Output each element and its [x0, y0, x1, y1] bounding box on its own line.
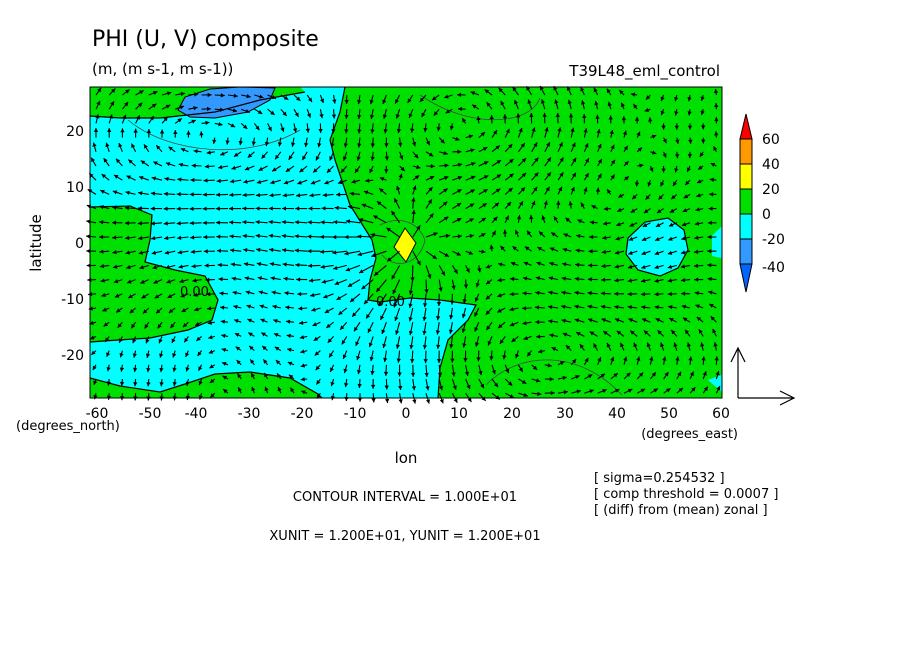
wind-vector-head: [146, 396, 150, 400]
colorbar: 60 40 20 0 -20 -40: [740, 114, 785, 292]
wind-vector-head: [371, 398, 375, 402]
reference-vector-y: [731, 348, 745, 398]
wind-vector-head: [87, 278, 91, 282]
chart-subtitle: (m, (m s-1, m s-1)): [92, 60, 233, 78]
contour-label-left: 0.00: [180, 285, 209, 300]
chart-title: PHI (U, V) composite: [92, 27, 319, 52]
x-tick-label: 10: [450, 406, 468, 422]
colorbar-label: 20: [762, 182, 780, 198]
x-tick-label: 40: [608, 406, 626, 422]
x-tick-label: 50: [660, 406, 678, 422]
x-tick-label: -20: [291, 406, 314, 422]
x-tick-label: -40: [185, 406, 208, 422]
run-label: T39L48_eml_control: [568, 62, 720, 81]
colorbar-band: [740, 189, 752, 214]
y-axis: -20 -10 0 10 20: [61, 124, 84, 364]
x-tick-label: 30: [556, 406, 574, 422]
y-axis-label: latitude: [27, 214, 45, 272]
reference-vector-x: [738, 391, 794, 405]
colorbar-band: [740, 239, 752, 264]
reference-vector: [731, 348, 794, 405]
colorbar-label: 0: [762, 207, 771, 223]
y-tick-label: 0: [75, 236, 84, 252]
x-tick-label: 20: [503, 406, 521, 422]
wind-vector-head: [412, 399, 416, 403]
x-axis: -60 -50 -40 -30 -20 -10 0 10 20 30 40 50…: [86, 406, 730, 422]
y-tick-label: -10: [61, 292, 84, 308]
colorbar-bottom-arrow: [740, 264, 752, 292]
x-tick-label: 60: [712, 406, 730, 422]
colorbar-label: 40: [762, 157, 780, 173]
x-tick-label: -50: [139, 406, 162, 422]
note-threshold: [ comp threshold = 0.0007 ]: [594, 487, 778, 502]
y-tick-label: -20: [61, 348, 84, 364]
note-diff: [ (diff) from (mean) zonal ]: [594, 503, 768, 518]
colorbar-band: [740, 139, 752, 164]
y-tick-label: 20: [66, 124, 84, 140]
x-tick-label: -30: [238, 406, 261, 422]
colorbar-top-arrow: [740, 114, 752, 139]
contour-interval: CONTOUR INTERVAL = 1.000E+01: [293, 490, 517, 505]
x-tick-label: -10: [344, 406, 367, 422]
x-axis-label: lon: [395, 449, 418, 467]
note-sigma: [ sigma=0.254532 ]: [594, 471, 725, 486]
colorbar-label: -20: [762, 232, 785, 248]
y-tick-label: 10: [66, 180, 84, 196]
colorbar-band: [740, 214, 752, 239]
colorbar-label: -40: [762, 260, 785, 276]
vector-units: XUNIT = 1.200E+01, YUNIT = 1.200E+01: [269, 529, 540, 544]
x-unit-note: (degrees_east): [641, 427, 738, 442]
colorbar-band: [740, 164, 752, 189]
plot-area: 0.00 0.00: [86, 86, 722, 404]
colorbar-label: 60: [762, 132, 780, 148]
y-unit-note: (degrees_north): [16, 419, 120, 434]
x-tick-label: 0: [402, 406, 411, 422]
